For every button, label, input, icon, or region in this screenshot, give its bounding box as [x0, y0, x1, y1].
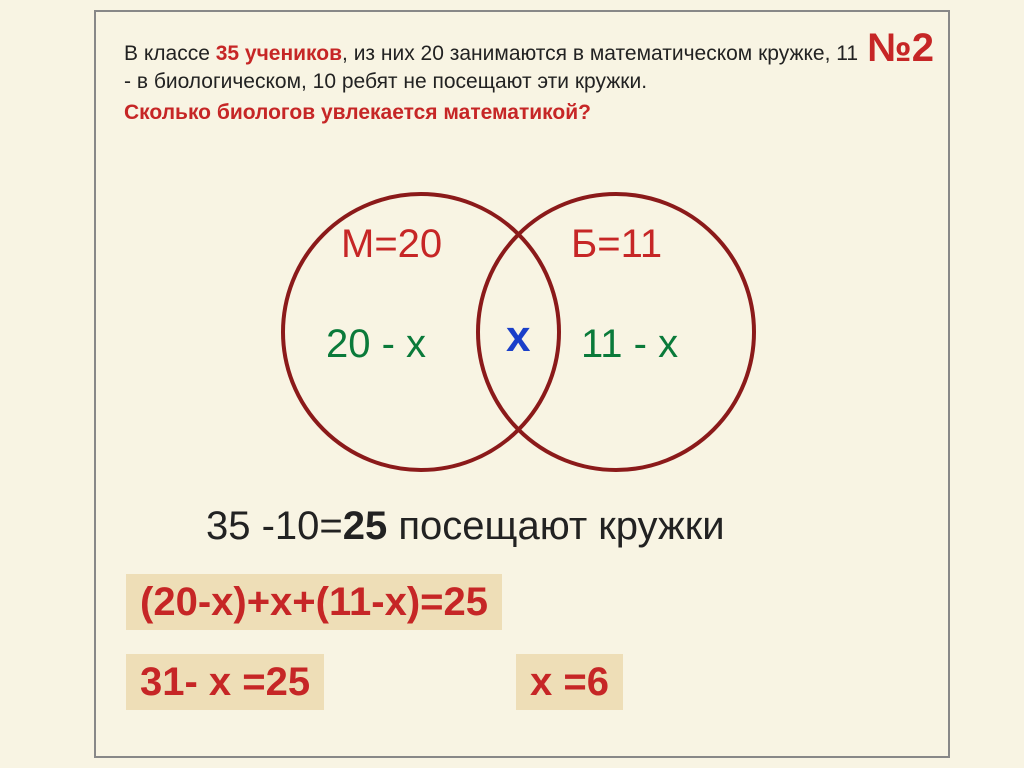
equation-2: 31- х =25 — [126, 654, 324, 710]
venn-left-expr: 20 - х — [326, 322, 426, 367]
problem-highlight: 35 учеников — [216, 42, 342, 65]
venn-diagram: М=20 Б=11 20 - х 11 - х х — [246, 182, 786, 482]
calc-attendance: 35 -10=25 посещают кружки — [206, 504, 725, 549]
calc-line1-bold: 25 — [343, 504, 388, 548]
calc-line1-left: 35 -10= — [206, 504, 343, 548]
venn-intersection: х — [506, 312, 530, 362]
problem-text: В классе 35 учеников, из них 20 занимают… — [124, 40, 864, 127]
calc-line1-right: посещают кружки — [387, 504, 724, 548]
problem-prefix: В классе — [124, 42, 216, 65]
equation-1: (20-х)+х+(11-х)=25 — [126, 574, 502, 630]
equation-3: х =6 — [516, 654, 623, 710]
venn-right-title: Б=11 — [571, 222, 662, 267]
slide-frame: №2 В классе 35 учеников, из них 20 заним… — [94, 10, 950, 758]
problem-number: №2 — [867, 26, 934, 71]
venn-right-expr: 11 - х — [581, 322, 678, 367]
venn-left-title: М=20 — [341, 222, 442, 267]
problem-question: Сколько биологов увлекается математикой? — [124, 99, 864, 127]
